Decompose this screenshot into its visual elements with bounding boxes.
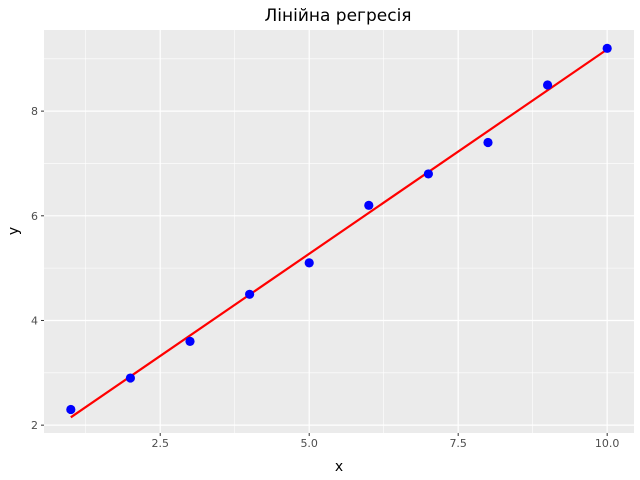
y-tick-label: 8 [31, 105, 38, 118]
x-tick-label: 7.5 [449, 437, 467, 450]
data-points-layer [66, 43, 612, 415]
x-tick-label: 10.0 [595, 437, 620, 450]
data-point [602, 43, 612, 53]
x-tick-label: 5.0 [300, 437, 318, 450]
data-point [542, 80, 553, 90]
y-axis: 2 4 6 8 [31, 105, 44, 432]
data-point [364, 200, 374, 210]
y-tick-label: 4 [31, 314, 38, 327]
regression-line-layer [70, 48, 608, 419]
y-tick-label: 6 [31, 210, 38, 223]
data-point [125, 373, 136, 383]
x-tick-label: 2.5 [151, 437, 169, 450]
data-point [304, 258, 314, 268]
data-point [483, 137, 493, 148]
y-tick-label: 2 [31, 419, 38, 432]
minor-gridlines [44, 30, 634, 433]
regression-line [70, 48, 608, 419]
data-point [66, 404, 76, 415]
x-axis: 2.5 5.0 7.5 10.0 [151, 433, 619, 450]
y-axis-title: y [6, 227, 22, 235]
chart-title: Лінійна регресія [264, 6, 411, 26]
data-point [245, 289, 255, 299]
x-axis-title: x [335, 459, 343, 475]
major-gridlines [44, 30, 634, 433]
data-point [423, 169, 433, 179]
data-point [185, 336, 195, 347]
